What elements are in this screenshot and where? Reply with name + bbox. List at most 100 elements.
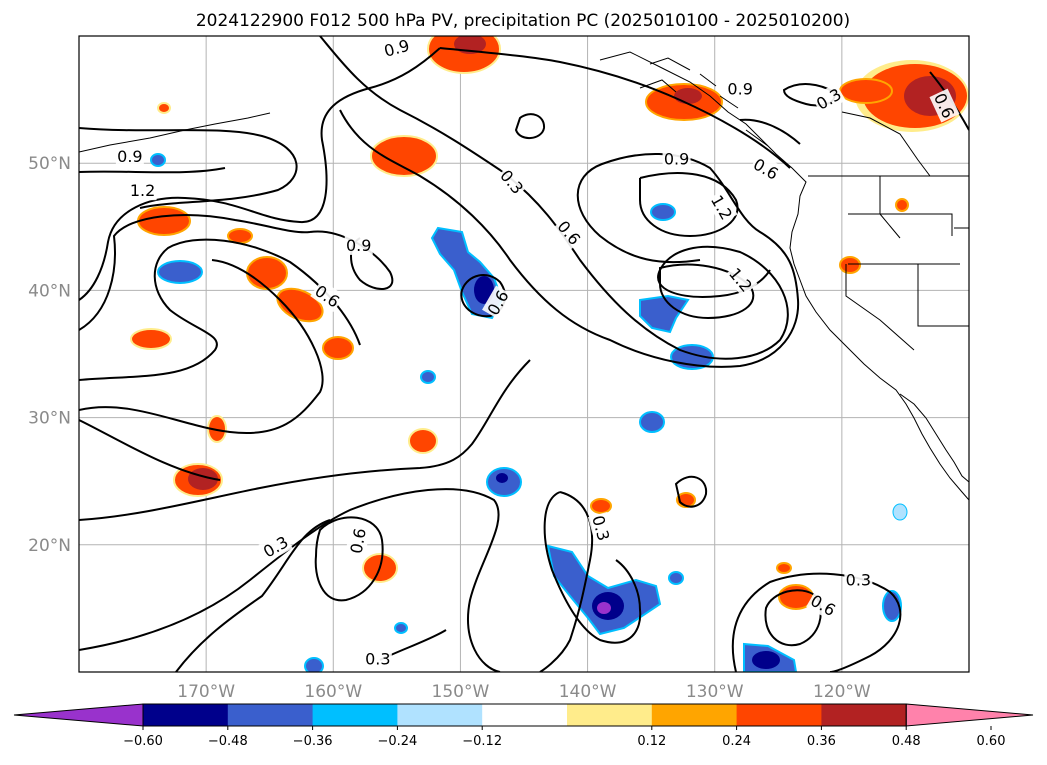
contour-label: 0.9 <box>344 234 373 255</box>
contour-label-text: 0.9 <box>727 79 752 98</box>
pv-contour-0.3 <box>79 488 501 672</box>
colorbar-tick-label: −0.60 <box>123 734 163 749</box>
pv-contour-0.3 <box>339 109 800 368</box>
colorbar-segment <box>397 704 483 726</box>
pv-contour-0.3 <box>731 572 902 672</box>
contour-label-bg <box>115 145 144 166</box>
contour-label-bg <box>345 525 371 557</box>
contour-label-text: 0.9 <box>664 149 689 168</box>
contour-label: 0.9 <box>115 145 144 166</box>
contour-label: 0.3 <box>587 511 615 545</box>
lon-tick-label: 170°W <box>177 682 235 702</box>
pv-contour-0.6-tail <box>79 259 324 435</box>
pv-contour-0.9 <box>439 47 791 169</box>
pv-contour-0.3 <box>79 359 531 521</box>
colorbar-segment <box>312 704 398 726</box>
contour-label-bg <box>495 164 529 199</box>
colorbar-extend-low <box>13 703 144 727</box>
precip-blob <box>322 336 354 360</box>
precip-blob <box>882 590 902 622</box>
precip-blob <box>420 370 436 384</box>
precip-blob <box>408 428 438 454</box>
precip-blob <box>474 276 494 304</box>
lat-tick-label: 20°N <box>28 536 71 556</box>
colorbar-segment <box>227 704 314 726</box>
precip-blob <box>590 498 612 514</box>
precip-blob <box>157 260 203 284</box>
pv-contour-1.2-closed <box>639 172 739 238</box>
pv-contour-0.6 <box>79 238 361 381</box>
precip-blob <box>639 411 665 433</box>
precip-blob <box>668 571 684 585</box>
colorbar-tick-label: −0.36 <box>293 734 333 749</box>
precip-blob <box>370 135 438 177</box>
precip-blob <box>895 198 909 212</box>
colorbar-tick-label: 0.12 <box>637 734 666 749</box>
precip-blob <box>304 657 324 672</box>
state-borders <box>848 176 969 327</box>
contour-label-bg <box>706 190 738 225</box>
contour-label: 0.3 <box>844 569 873 590</box>
negative-anomalies <box>150 153 908 672</box>
pv-contour-0.3-closed <box>674 475 708 508</box>
contour-label: 0.3 <box>363 648 392 669</box>
precip-blob <box>150 153 166 167</box>
contour-label-text: 0.3 <box>365 649 390 668</box>
pv-contours <box>79 36 969 672</box>
lat-tick-label: 30°N <box>28 409 71 429</box>
contour-label-text: 0.9 <box>117 147 142 166</box>
contour-label: 0.9 <box>726 78 755 99</box>
map-panel: 0.91.20.90.60.90.30.60.60.91.21.20.9 0.3 0… <box>78 35 970 673</box>
contour-label-bg <box>482 285 514 320</box>
pv-contour-1.2 <box>79 167 226 174</box>
pv-contour-0.3 <box>739 118 801 145</box>
contour-labels: 0.91.20.90.60.90.30.60.60.91.21.20.9 0.3 0… <box>115 36 960 669</box>
latitude-labels: 50°N 40°N 30°N 20°N <box>28 154 71 556</box>
precip-blob <box>650 203 676 221</box>
pv-contour-0.9 <box>79 127 298 209</box>
precip-blob <box>130 328 172 350</box>
colorbar-tick-label: 0.48 <box>892 734 921 749</box>
pv-contour-0.6 <box>79 47 441 301</box>
contour-label-bg <box>748 153 784 185</box>
contour-label-bg <box>844 569 873 590</box>
lon-tick-label: 150°W <box>432 682 490 702</box>
map-background <box>79 36 969 672</box>
colorbar-segment <box>567 704 653 726</box>
contour-label-bg <box>724 262 758 297</box>
canada-coast <box>841 111 931 177</box>
precip-blob <box>674 88 702 104</box>
contour-label-bg <box>811 83 846 115</box>
pv-contour-0.6-closed <box>764 589 822 647</box>
pv-contour-0.3-closed <box>514 113 546 139</box>
lon-tick-label: 130°W <box>686 682 744 702</box>
contour-label-bg <box>726 78 755 99</box>
baja-coast <box>899 393 969 483</box>
contour-label-text: 0.3 <box>846 570 871 589</box>
lat-tick-label: 50°N <box>28 154 71 174</box>
colorbar-segment <box>482 704 568 726</box>
map-title: 2024122900 F012 500 hPa PV, precipitatio… <box>196 11 850 31</box>
precip-blob <box>157 102 171 114</box>
precip-blob <box>546 544 662 636</box>
colorbar-tick-label: −0.12 <box>462 734 502 749</box>
contour-label-bg <box>806 589 841 621</box>
lon-tick-label: 160°W <box>304 682 362 702</box>
precip-blob <box>496 473 508 483</box>
contour-label-bg <box>363 648 392 669</box>
colorbar-segment <box>821 704 907 726</box>
contour-label-bg <box>662 148 691 169</box>
pv-contour-0.6-closed <box>314 516 384 602</box>
contour-label: 0.6 <box>345 525 371 557</box>
colorbar-frame <box>142 703 907 727</box>
colorbar-extend-high <box>905 703 1034 727</box>
precip-blob <box>246 256 288 290</box>
contour-label-bg <box>929 88 960 123</box>
contour-label-bg <box>344 234 373 255</box>
state-borders <box>845 213 915 351</box>
precip-blob <box>394 622 408 634</box>
lon-tick-label: 120°W <box>813 682 871 702</box>
colorbar-tick-label: −0.48 <box>208 734 248 749</box>
precip-blob <box>839 78 893 104</box>
pv-contour-0.3 <box>175 519 331 672</box>
